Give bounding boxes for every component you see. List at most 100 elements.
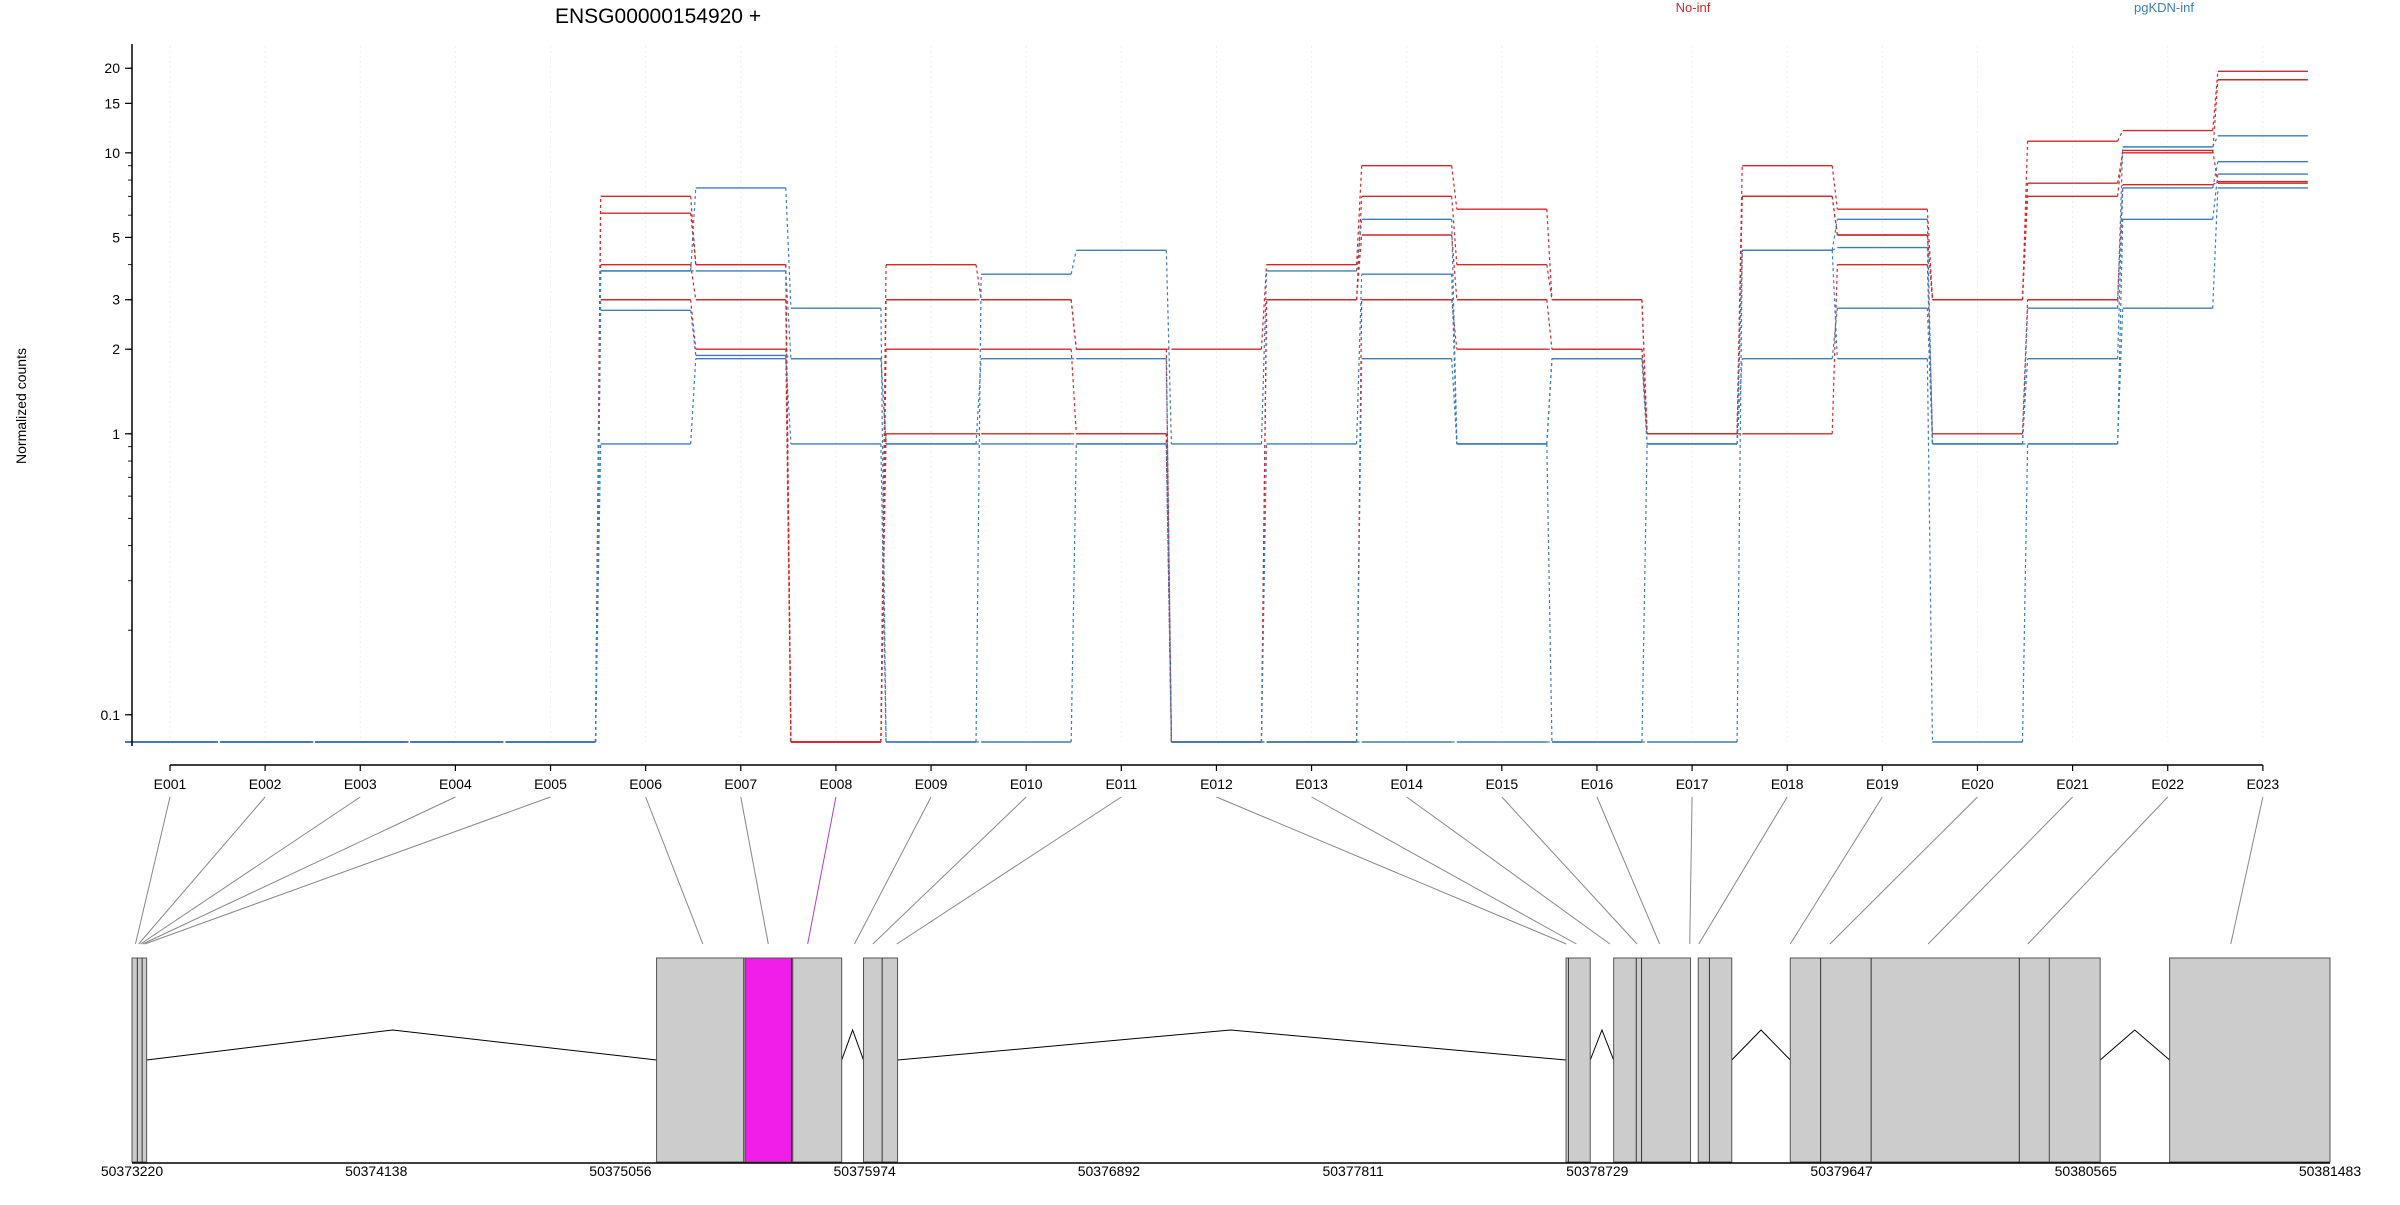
x-tick-label-e011: E011 <box>1105 776 1137 792</box>
series-6-connector-15 <box>1546 358 1553 445</box>
series-8-connector-7 <box>785 358 792 445</box>
series-7-connector-5 <box>594 310 602 743</box>
intron-6 <box>2099 1029 2170 1061</box>
x-tick-label-e001: E001 <box>154 776 187 792</box>
exon-block-2 <box>656 957 746 1163</box>
y-tick-label-3: 3 <box>112 292 120 308</box>
series-8-connector-22 <box>2212 187 2219 309</box>
x-tick-label-e005: E005 <box>534 776 567 792</box>
x-tick-label-e023: E023 <box>2247 776 2280 792</box>
intron-1 <box>146 1029 657 1061</box>
series-7-connector-17 <box>1736 358 1743 445</box>
connector-e010 <box>872 796 1027 945</box>
series-4-connector-19 <box>1926 264 1934 434</box>
series-1-connector-14 <box>1451 165 1458 210</box>
series-1-connector-12 <box>1260 264 1268 350</box>
connector-e016 <box>1596 796 1661 945</box>
axes <box>131 44 2263 766</box>
coordinate-label-50374138: 50374138 <box>345 1163 408 1179</box>
coordinate-label-50375974: 50375974 <box>834 1163 897 1179</box>
connector-e022 <box>2027 796 2169 945</box>
series-4-connector-20 <box>2021 299 2029 434</box>
series-5-connector-9 <box>975 274 982 743</box>
series-8-connector-8 <box>880 443 887 743</box>
x-tick-label-e013: E013 <box>1295 776 1328 792</box>
x-tick-label-e007: E007 <box>724 776 757 792</box>
series-3-connector-19 <box>1926 234 1934 300</box>
series-5-connector-7 <box>785 187 792 309</box>
y-tick-label-0.1: 0.1 <box>101 707 121 723</box>
series-2-connector-22 <box>2212 79 2219 153</box>
series-7-connector-16 <box>1641 443 1648 743</box>
series-8-connector-19 <box>1926 358 1934 743</box>
exon-connector-lines <box>134 796 2264 945</box>
series-2-connector-14 <box>1451 196 1458 265</box>
connector-e009 <box>854 796 932 945</box>
coordinate-label-50377811: 50377811 <box>1322 1163 1383 1179</box>
series-6-connector-13 <box>1355 274 1363 444</box>
series-5-connector-20 <box>2021 308 2029 444</box>
connector-e008 <box>807 796 837 945</box>
series-lines <box>125 70 2308 743</box>
y-axis-label: Normalized counts <box>13 348 29 464</box>
x-tick-label-e008: E008 <box>820 776 853 792</box>
x-tick-label-e022: E022 <box>2151 776 2184 792</box>
coordinate-label-50376892: 50376892 <box>1078 1163 1141 1179</box>
x-tick-label-e021: E021 <box>2056 776 2089 792</box>
series-6-connector-9 <box>975 358 982 445</box>
connector-e006 <box>645 796 704 945</box>
series-7-connector-14 <box>1451 358 1458 445</box>
coordinate-label-50373220: 50373220 <box>101 1163 164 1179</box>
x-tick-label-e012: E012 <box>1200 776 1233 792</box>
gridlines <box>169 46 2264 742</box>
series-6-connector-20 <box>2021 358 2029 445</box>
connector-e014 <box>1406 796 1611 945</box>
series-5-connector-21 <box>2117 146 2124 309</box>
x-tick-label-e002: E002 <box>249 776 282 792</box>
series-1-connector-22 <box>2212 71 2219 131</box>
series-1-connector-21 <box>2117 130 2124 142</box>
exon-block-1 <box>131 957 148 1163</box>
x-tick-label-e006: E006 <box>629 776 662 792</box>
series-8-connector-5 <box>594 443 602 743</box>
exon-block-4 <box>792 957 843 1163</box>
series-2-connector-16 <box>1641 299 1648 434</box>
series-6-connector-12 <box>1260 443 1268 743</box>
series-7-connector-7 <box>785 354 792 360</box>
genomic-coordinate-axis: 50373220 50374138 50375056 50375974 50376892… <box>101 1162 2361 1179</box>
exon-block-9 <box>1789 957 2050 1163</box>
connector-e021 <box>1927 796 2073 945</box>
connector-e023 <box>2230 796 2264 945</box>
intron-5 <box>1731 1029 1791 1061</box>
series-1-connector-13 <box>1355 165 1363 265</box>
series-8-connector-11 <box>1165 443 1173 743</box>
connector-e003 <box>140 796 361 945</box>
series-3-connector-22 <box>2212 150 2219 184</box>
coordinate-label-50380565: 50380565 <box>2055 1163 2118 1179</box>
connector-e015 <box>1501 796 1638 945</box>
series-4-connector-22 <box>2212 181 2219 186</box>
series-2-connector-20 <box>2021 183 2029 300</box>
series-7-connector-18 <box>1831 308 1838 359</box>
series-8-connector-17 <box>1736 250 1743 743</box>
chart-title: ENSG00000154920 + <box>555 5 761 28</box>
legend: No-inf pgKDN-inf <box>1676 0 2195 15</box>
series-6-connector-22 <box>2212 161 2219 189</box>
series-7-connector-8 <box>880 358 887 445</box>
exon-block-highlighted <box>744 957 794 1163</box>
series-3-connector-20 <box>2021 196 2029 300</box>
series-5-connector-18 <box>1831 219 1838 251</box>
gene-model <box>131 957 2331 1163</box>
series-5-connector-8 <box>880 308 887 743</box>
connector-e017 <box>1689 796 1693 945</box>
y-tick-label-10: 10 <box>104 145 120 161</box>
series-6-connector-18 <box>1831 247 1838 251</box>
series-8-connector-6 <box>690 358 697 445</box>
series-3-connector-18 <box>1831 196 1838 236</box>
legend-entry-no-inf: No-inf <box>1676 0 1711 15</box>
series-5-connector-13 <box>1355 219 1363 271</box>
series-1-connector-9 <box>975 264 982 300</box>
connector-e001 <box>134 796 171 945</box>
exon-block-7 <box>1613 957 1692 1163</box>
